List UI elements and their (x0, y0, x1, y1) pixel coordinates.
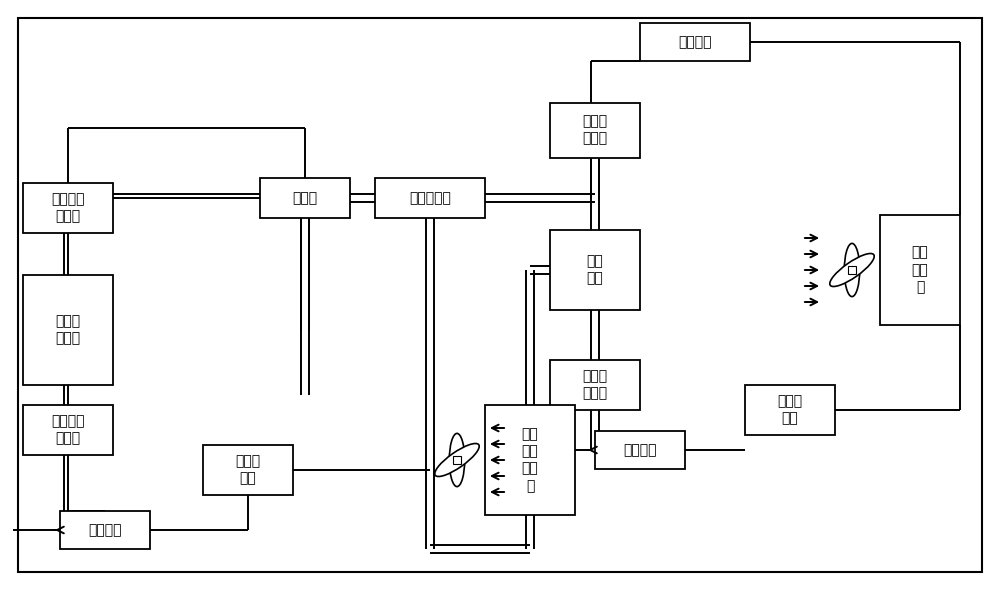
Bar (550, 360, 640, 410)
Bar (23, 405, 113, 455)
Text: 换热
板块: 换热 板块 (587, 254, 603, 286)
Text: 电加热器: 电加热器 (678, 35, 712, 49)
Ellipse shape (435, 444, 479, 477)
Bar (485, 405, 575, 515)
Text: 第二膨
胀箱: 第二膨 胀箱 (777, 394, 803, 425)
Bar (203, 445, 293, 495)
Bar (60, 511, 150, 549)
Text: 第一膨
胀箱: 第一膨 胀箱 (235, 454, 261, 486)
Text: 燃料电
池系统: 燃料电 池系统 (55, 314, 81, 346)
Text: 燃料
电池
散热
器: 燃料 电池 散热 器 (522, 427, 538, 493)
Bar (640, 23, 750, 61)
Bar (848, 266, 856, 274)
Bar (23, 183, 113, 233)
Bar (375, 178, 485, 218)
Bar (745, 385, 835, 435)
Bar (453, 456, 461, 464)
Text: 第一电
子水阀: 第一电 子水阀 (582, 114, 608, 146)
Bar (23, 275, 113, 385)
Bar (550, 103, 640, 158)
Text: 电子三通阀: 电子三通阀 (409, 191, 451, 205)
Bar (880, 215, 960, 325)
Ellipse shape (449, 434, 465, 487)
Text: 车内
散热
器: 车内 散热 器 (912, 245, 928, 294)
Text: 第二温度
传感器: 第二温度 传感器 (51, 414, 85, 445)
Bar (595, 431, 685, 469)
Text: 节温器: 节温器 (292, 191, 318, 205)
Text: 第一温度
传感器: 第一温度 传感器 (51, 192, 85, 224)
Text: 第一水泵: 第一水泵 (88, 523, 122, 537)
Bar (260, 178, 350, 218)
Ellipse shape (844, 244, 860, 297)
Ellipse shape (830, 254, 874, 287)
Text: 第二水泵: 第二水泵 (623, 443, 657, 457)
Bar (550, 230, 640, 310)
Text: 第二电
子水阀: 第二电 子水阀 (582, 369, 608, 401)
